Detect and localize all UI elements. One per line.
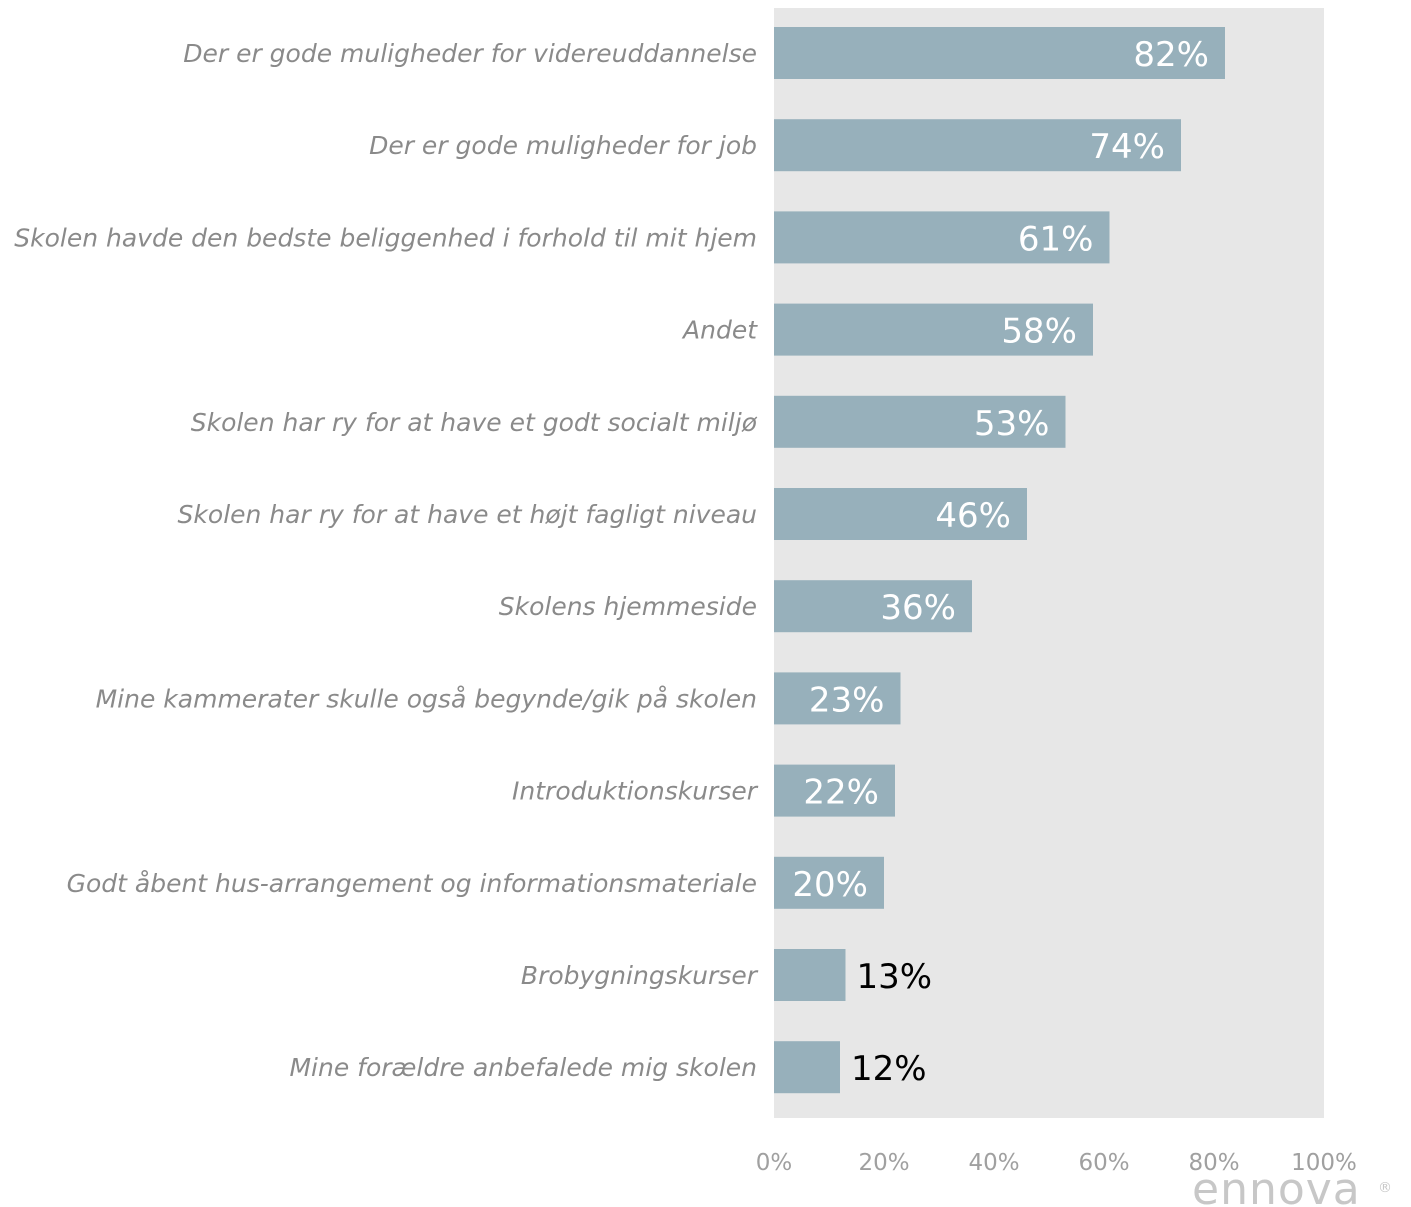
category-label: Andet xyxy=(681,316,758,345)
value-label: 53% xyxy=(974,404,1050,444)
bar xyxy=(774,303,1093,356)
plot-background xyxy=(774,8,1324,1118)
x-tick-label: 40% xyxy=(968,1150,1019,1176)
bar xyxy=(774,119,1181,172)
category-labels-group: Der er gode muligheder for videreuddanne… xyxy=(14,39,758,1082)
bar xyxy=(774,764,895,817)
bar xyxy=(774,27,1225,79)
value-label: 61% xyxy=(1018,219,1094,259)
value-label: 82% xyxy=(1133,35,1209,75)
x-tick-label: 60% xyxy=(1078,1150,1129,1176)
x-tick-label: 20% xyxy=(858,1150,909,1176)
bars-group xyxy=(774,27,1225,1094)
value-label: 22% xyxy=(803,773,879,813)
value-label: 13% xyxy=(857,957,933,997)
bar xyxy=(774,1041,840,1094)
bar xyxy=(774,211,1110,264)
x-tick-label: 100% xyxy=(1291,1150,1357,1176)
logo-registered-mark: ® xyxy=(1378,1180,1392,1196)
value-label: 23% xyxy=(809,680,885,720)
category-label: Der er gode muligheder for videreuddanne… xyxy=(183,39,757,68)
x-tick-label: 80% xyxy=(1188,1150,1239,1176)
x-tick-label: 0% xyxy=(756,1150,793,1176)
value-labels-group: 82% 74% 61% 58% 53% 46% 36% 23% 22% 20% 13% 12% xyxy=(792,35,1209,1089)
bar xyxy=(774,580,972,633)
category-label: Skolens hjemmeside xyxy=(499,592,757,621)
value-label: 58% xyxy=(1001,312,1077,352)
value-label: 36% xyxy=(880,588,956,628)
category-label: Godt åbent hus-arrangement og informatio… xyxy=(67,869,757,898)
bar xyxy=(774,488,1027,540)
bar xyxy=(774,949,846,1001)
value-label: 20% xyxy=(792,865,868,905)
logo-text: ennova xyxy=(1192,1164,1361,1207)
bar xyxy=(774,395,1066,448)
category-label: Mine forældre anbefalede mig skolen xyxy=(289,1053,757,1082)
bar xyxy=(774,856,884,909)
category-label: Brobygningskurser xyxy=(521,961,759,990)
bar xyxy=(774,672,901,725)
value-label: 12% xyxy=(851,1049,927,1089)
category-label: Skolen havde den bedste beliggenhed i fo… xyxy=(14,223,757,252)
value-label: 46% xyxy=(935,496,1011,536)
value-label: 74% xyxy=(1089,127,1165,167)
category-label: Skolen har ry for at have et højt faglig… xyxy=(178,500,757,529)
category-label: Mine kammerater skulle også begynde/gik … xyxy=(96,684,757,713)
category-label: Der er gode muligheder for job xyxy=(369,131,757,160)
category-label: Introduktionskurser xyxy=(512,777,759,806)
x-axis-ticks-group: 0% 20% 40% 60% 80% 100% xyxy=(756,1150,1357,1176)
ennova-logo: ennova ® xyxy=(1192,1164,1392,1207)
category-label: Skolen har ry for at have et godt social… xyxy=(191,408,758,437)
